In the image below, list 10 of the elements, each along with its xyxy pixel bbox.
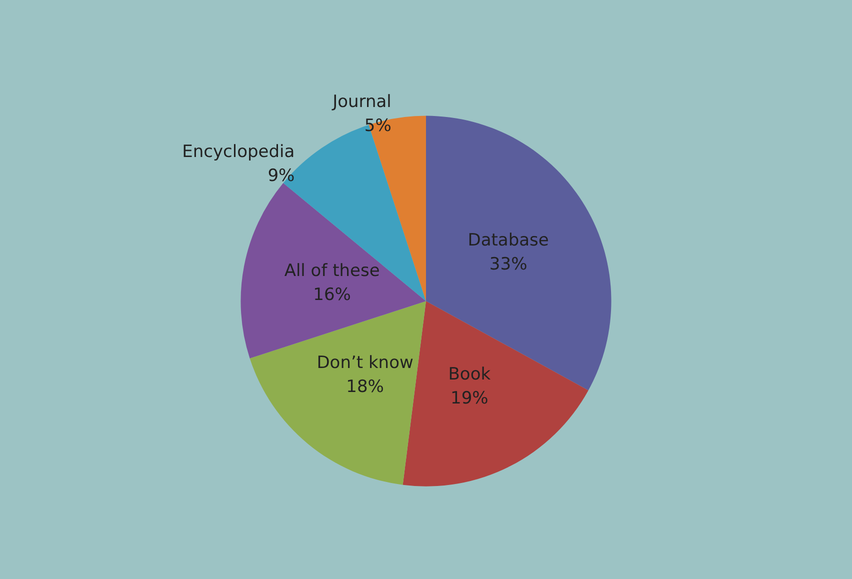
slice-label: Journal: [332, 92, 392, 112]
data-label: 16%: [313, 285, 351, 306]
data-label: 19%: [450, 388, 488, 408]
slice-label: Don’t know: [316, 352, 414, 373]
slice-label: Database: [468, 230, 549, 250]
slice-label: Encyclopedia: [182, 142, 295, 162]
data-label: 18%: [346, 376, 384, 397]
slice-label: Book: [448, 364, 491, 384]
data-label: 33%: [489, 254, 528, 274]
slice-label: All of these: [284, 261, 380, 282]
